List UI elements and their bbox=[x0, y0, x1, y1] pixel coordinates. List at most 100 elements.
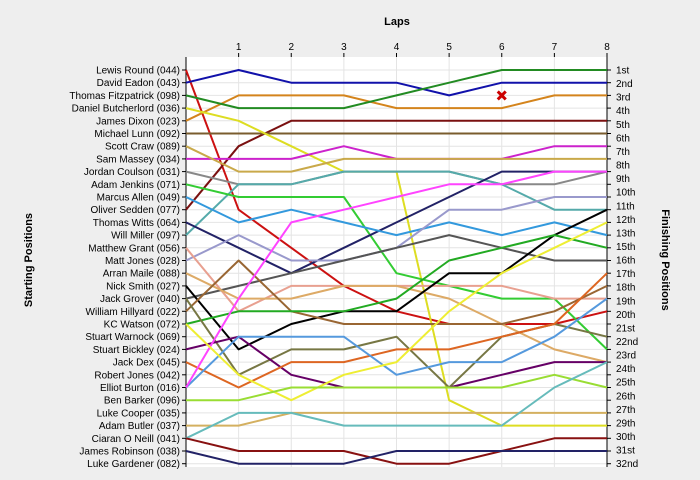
series-line bbox=[185, 272, 608, 364]
start-label: Lewis Round (044) bbox=[96, 66, 180, 77]
finish-label: 10th bbox=[616, 188, 635, 199]
finish-label: 7th bbox=[616, 147, 630, 158]
series-line bbox=[186, 411, 607, 427]
start-label: Jack Grover (040) bbox=[100, 294, 180, 305]
series-line bbox=[185, 196, 608, 237]
finish-label: 24th bbox=[616, 364, 635, 375]
start-label: Matthew Grant (056) bbox=[88, 243, 180, 254]
start-label: Adam Butler (037) bbox=[99, 421, 180, 432]
series-line bbox=[185, 450, 607, 465]
start-label: Thomas Fitzpatrick (098) bbox=[69, 91, 180, 102]
series-line bbox=[185, 69, 607, 97]
finish-label: 9th bbox=[616, 174, 630, 185]
finish-label: 32nd bbox=[616, 459, 638, 470]
start-label: Stuart Bickley (024) bbox=[93, 345, 180, 356]
left-axis-title: Starting Positions bbox=[23, 213, 35, 307]
x-tick-label: 2 bbox=[288, 42, 294, 53]
series-line bbox=[185, 69, 607, 110]
start-label: Ben Barker (096) bbox=[104, 396, 180, 407]
x-axis-title: Laps bbox=[384, 16, 410, 28]
start-label: Will Miller (097) bbox=[111, 231, 180, 242]
x-tick-label: 8 bbox=[604, 42, 610, 53]
series-line bbox=[185, 234, 608, 325]
x-tick-label: 6 bbox=[499, 42, 505, 53]
series-line bbox=[185, 145, 607, 173]
start-label: KC Watson (072) bbox=[104, 320, 180, 331]
finish-label: 4th bbox=[616, 106, 630, 117]
finish-label: 5th bbox=[616, 120, 630, 131]
finish-label: 31st bbox=[616, 446, 635, 457]
finish-label: 17th bbox=[616, 269, 635, 280]
series-line bbox=[185, 208, 608, 351]
series-line bbox=[185, 259, 608, 325]
start-label: Jack Dex (045) bbox=[113, 358, 180, 369]
start-label: Luke Cooper (035) bbox=[97, 408, 180, 419]
start-label: Scott Craw (089) bbox=[105, 142, 180, 153]
series-line bbox=[185, 221, 608, 402]
finish-label: 20th bbox=[616, 310, 635, 321]
finish-label: 29th bbox=[616, 418, 635, 429]
series-line bbox=[185, 170, 607, 389]
finish-label: 22nd bbox=[616, 337, 638, 348]
right-axis-title: Finishing Positions bbox=[659, 209, 671, 310]
finish-label: 16th bbox=[616, 256, 635, 267]
start-label: James Robinson (038) bbox=[79, 447, 180, 458]
start-label: Robert Jones (042) bbox=[94, 370, 180, 381]
finish-label: 3rd bbox=[616, 93, 630, 104]
finish-label: 12th bbox=[616, 215, 635, 226]
start-label: Marcus Allen (049) bbox=[97, 193, 180, 204]
finish-label: 2nd bbox=[616, 79, 633, 90]
series-line bbox=[185, 94, 607, 122]
start-labels: Lewis Round (044)David Eadon (043) Thomas… bbox=[69, 66, 180, 471]
series-lines bbox=[185, 69, 608, 465]
start-label: Arran Maile (088) bbox=[103, 269, 180, 280]
start-label: David Eadon (043) bbox=[97, 78, 180, 89]
x-tick-label: 7 bbox=[552, 42, 558, 53]
x-tick-label: 5 bbox=[446, 42, 452, 53]
series-line bbox=[185, 272, 608, 389]
x-tick-labels: 1 2 3 4 5 6 7 8 bbox=[236, 42, 610, 57]
start-label: Oliver Sedden (077) bbox=[91, 205, 181, 216]
start-label: William Hillyard (022) bbox=[86, 307, 180, 318]
start-label: Luke Gardener (082) bbox=[87, 459, 180, 470]
retired-marker bbox=[496, 90, 507, 101]
finish-label: 23rd bbox=[616, 351, 636, 362]
finish-label: 26th bbox=[616, 391, 635, 402]
finish-label: 15th bbox=[616, 242, 635, 253]
finish-label: 25th bbox=[616, 378, 635, 389]
finish-label: 11th bbox=[616, 201, 635, 212]
series-line bbox=[185, 119, 607, 211]
start-label: Daniel Butcherlord (036) bbox=[72, 104, 180, 115]
start-label: Sam Massey (034) bbox=[96, 154, 180, 165]
finish-labels: 1st 2nd 3rd 4th 5th 6th 7th 8th 9th 10th 11th 12th 1… bbox=[616, 66, 638, 471]
x-tick-label: 4 bbox=[394, 42, 400, 53]
start-label: Adam Jenkins (071) bbox=[91, 180, 180, 191]
start-label: James Dixon (023) bbox=[96, 116, 180, 127]
start-label: Stuart Warnock (069) bbox=[85, 332, 180, 343]
series-line bbox=[185, 361, 608, 440]
series-line bbox=[185, 437, 607, 465]
series-line bbox=[186, 373, 608, 402]
start-label: Elliot Burton (016) bbox=[100, 383, 180, 394]
series-line bbox=[185, 170, 607, 275]
start-label: Michael Lunn (092) bbox=[94, 129, 180, 140]
finish-label: 6th bbox=[616, 133, 630, 144]
start-label: Jordan Coulson (031) bbox=[84, 167, 180, 178]
finish-label: 8th bbox=[616, 161, 630, 172]
finish-label: 19th bbox=[616, 296, 635, 307]
finish-label: 30th bbox=[616, 432, 635, 443]
start-label: Matt Jones (028) bbox=[105, 256, 180, 267]
start-label: Thomas Witts (064) bbox=[93, 218, 180, 229]
finish-label: 21st bbox=[616, 323, 635, 334]
retired-x-mark bbox=[496, 90, 507, 101]
x-tick-label: 1 bbox=[236, 42, 242, 53]
finish-label: 27th bbox=[616, 405, 635, 416]
x-tick-label: 3 bbox=[341, 42, 347, 53]
series-line bbox=[185, 183, 608, 351]
series-line bbox=[185, 297, 608, 389]
finish-label: 1st bbox=[616, 66, 630, 77]
finish-label: 13th bbox=[616, 228, 635, 239]
start-label: Ciaran O Neill (041) bbox=[92, 434, 180, 445]
finish-label: 18th bbox=[616, 283, 635, 294]
